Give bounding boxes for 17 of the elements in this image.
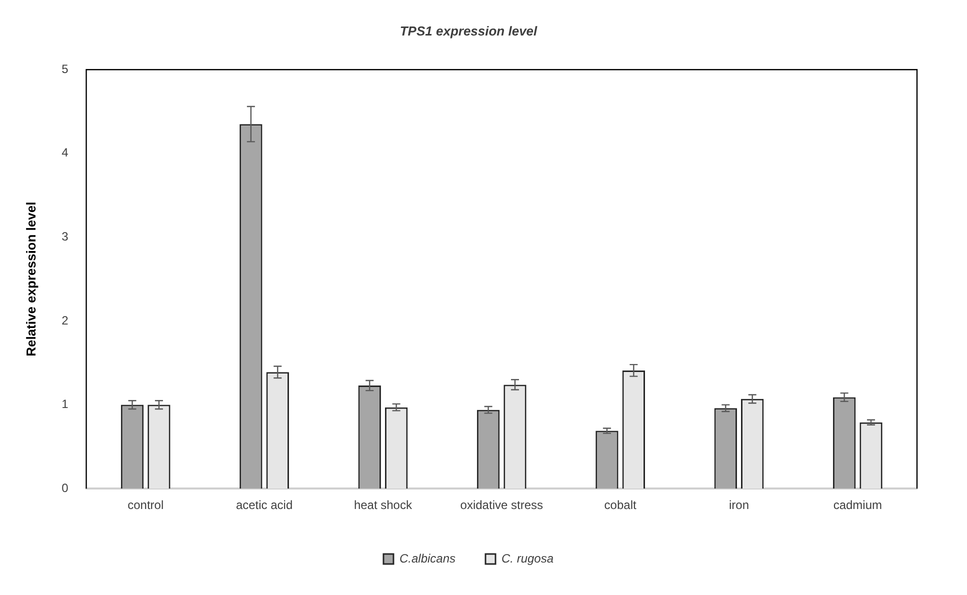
y-tick-label: 4 (62, 146, 69, 160)
x-tick-label: cadmium (833, 498, 882, 512)
y-axis-title: Relative expression level (23, 202, 38, 356)
x-tick-label: control (128, 498, 164, 512)
x-tick-label: iron (728, 498, 749, 512)
y-tick-label: 2 (62, 313, 69, 328)
x-tick-label: cobalt (604, 498, 637, 512)
y-tick-label: 3 (62, 230, 69, 244)
legend-label: C. rugosa (502, 551, 554, 566)
x-tick-label: heat shock (354, 498, 413, 512)
legend-label: C.albicans (399, 551, 456, 566)
x-tick-label: oxidative stress (460, 498, 543, 512)
chart-title: TPS1 expression level (400, 23, 538, 38)
y-tick-label: 5 (62, 62, 69, 76)
x-tick-label: acetic acid (236, 498, 293, 512)
y-tick-label: 1 (62, 397, 69, 412)
y-tick-label: 0 (62, 480, 69, 495)
